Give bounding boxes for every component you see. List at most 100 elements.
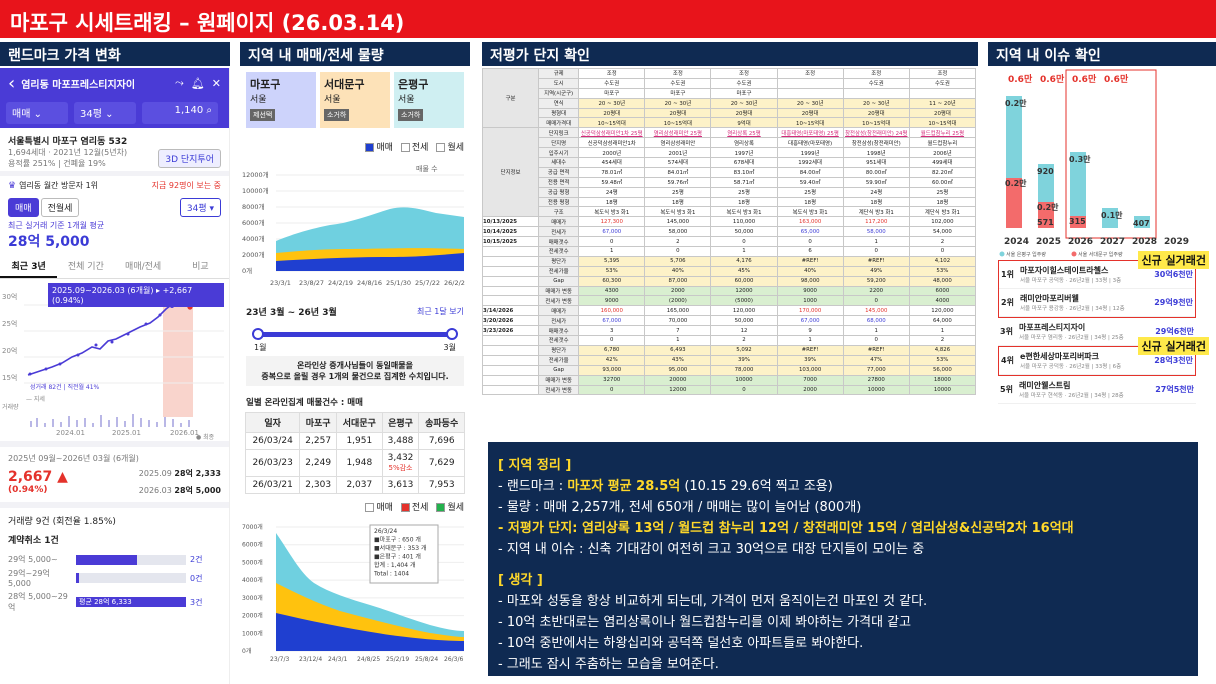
table-header: 마포구	[299, 412, 338, 433]
rank-item[interactable]: 2위 래미안마포리버웰 서울 마포구 용강동 · 26년2월 | 34평 | 12층…	[999, 289, 1195, 317]
legend2-sale[interactable]: 매매	[365, 500, 393, 513]
tab-3years[interactable]: 최근 3년	[0, 255, 58, 278]
table-cell: 11 ~ 20년	[908, 97, 977, 109]
table-cell: 83.10㎡	[710, 166, 778, 178]
row-label: 단지명	[538, 137, 580, 149]
row-label: 매매가 변동	[538, 285, 580, 297]
table-cell: 1998년	[842, 147, 910, 159]
table-cell: 0	[578, 335, 646, 346]
to-date: 2026.03	[138, 486, 172, 495]
date-cell	[482, 295, 540, 307]
legend-wolse[interactable]: 월세	[436, 140, 464, 153]
bell-icon[interactable]: 🔔︎	[190, 76, 205, 90]
change-period: 2025년 09월~2026년 03월 (6개월)	[8, 454, 139, 463]
y-tick: 30억	[2, 293, 17, 301]
y-tick: 3000개	[242, 594, 263, 602]
table-cell: 4,826	[908, 344, 977, 356]
bar-label: 571	[1037, 218, 1054, 227]
table-cell: 3,432 5%감소	[381, 449, 420, 477]
range-label: 23년 3월 ~ 26년 3월	[246, 308, 337, 318]
trade-type-select[interactable]: 매매 ⌄	[6, 102, 68, 124]
slider-right-handle[interactable]	[446, 328, 458, 340]
table-cell[interactable]: 신공덕삼성래미안1차 25평	[578, 127, 646, 139]
legend-jeonse[interactable]: 전세	[400, 140, 428, 153]
thought-line: - 10억 중반에서는 하왕십리와 공덕쪽 덜선호 아파트들로 봐야한다.	[498, 636, 864, 651]
tab-rent[interactable]: 전월세	[40, 198, 80, 217]
table-cell: 4000	[908, 295, 977, 307]
region-card[interactable]: 마포구 서울 제선택	[246, 72, 316, 128]
table-row: 전세가율 42% 43% 39% 39% 47% 53%	[482, 354, 977, 366]
table-cell: 수도권	[842, 77, 910, 89]
table-cell[interactable]: 대흥태영(마포태영) 25평	[776, 127, 844, 139]
table-cell: 59.76㎡	[644, 176, 712, 188]
close-icon[interactable]: ✕	[211, 76, 221, 90]
recent-month-link[interactable]: 최근 1달 보기	[417, 307, 464, 316]
listing-count-button[interactable]: 1,140 ⌕	[142, 102, 218, 124]
dist-bar-fill	[76, 554, 137, 565]
size-select[interactable]: 34평 ▾	[179, 198, 221, 217]
x-tick: 26/3/6	[444, 656, 463, 663]
table-cell: 5,092	[710, 344, 778, 356]
x-tick: 2024.01	[56, 429, 85, 437]
tab-all[interactable]: 전체 기간	[67, 262, 104, 272]
table-cell: 82.20㎡	[908, 166, 977, 178]
region-name: 은평구	[398, 78, 429, 91]
complex-ratio: 용적률 251% | 건폐율 19%	[8, 159, 106, 168]
table-row: 매매가격대 10~15억대 10~15억대 9억대 10~15억대 10~15억대 10~1…	[483, 117, 977, 129]
section-lowprice-title: 저평가 단지 확인	[482, 42, 978, 66]
tab-sale[interactable]: 매매	[8, 198, 39, 217]
table-cell: 6000	[908, 285, 977, 297]
legend-sale[interactable]: 매매	[365, 140, 393, 153]
bar-label: 0.2만	[1005, 98, 1027, 108]
top-label: 0.6만	[1104, 73, 1129, 85]
3d-tour-button[interactable]: 3D 단지투어	[158, 148, 221, 168]
share-icon[interactable]: ⤳	[175, 76, 184, 89]
range-slider[interactable]: 1월 3월	[252, 324, 458, 352]
table-cell[interactable]: 염리삼성래미안 25평	[644, 127, 712, 139]
table-cell: 조정	[842, 68, 910, 79]
tab-sale-rent[interactable]: 매매/전세	[125, 262, 162, 272]
rank-item[interactable]: 5위 래미안웰스트림 서울 마포구 현석동 · 26년2월 | 34평 | 28층 2…	[998, 376, 1196, 404]
region-card[interactable]: 은평구 서울 소거하	[394, 72, 464, 128]
table-cell	[776, 77, 844, 89]
section-supply-title: 지역 내 매매/전세 물량	[240, 42, 470, 66]
slider-left-handle[interactable]	[252, 328, 264, 340]
legend-text: 서울 서대문구 입주량	[1078, 251, 1123, 258]
region-card[interactable]: 서대문구 서울 소거하	[320, 72, 390, 128]
rank-item[interactable]: 3위 마포프레스티지자이 서울 마포구 염리동 · 26년2월 | 34평 | 25…	[998, 318, 1196, 346]
table-cell: 78.01㎡	[578, 166, 646, 178]
table-cell: 마포구	[578, 87, 646, 99]
table-cell[interactable]: 창전삼성(창전래미안) 24평	[842, 127, 910, 139]
dist-label: 28억 5,000~29억	[8, 592, 68, 612]
price-dist-row: 29억~29억 5,000 0건	[8, 568, 221, 588]
table-cell[interactable]: 염리상록 25평	[710, 127, 778, 139]
rank-item[interactable]: 4위 e편한세상마포리버파크 서울 마포구 공덕동 · 26년2월 | 33평 | …	[999, 347, 1195, 375]
table-cell: 2	[908, 335, 977, 346]
summary-issues: - 지역 내 이슈 : 신축 기대감이 여전히 크고 30억으로 대장 단지들이…	[498, 542, 925, 557]
supply-chart-rent: 7000개 6000개 5000개 4000개 3000개 2000개 1000개 0개 23/…	[242, 523, 464, 663]
table-row: 전용 면적 59.48㎡ 59.76㎡ 58.71㎡ 59.40㎡ 59.90㎡ 60.00…	[483, 176, 977, 188]
table-cell[interactable]: 월드컵참누리 25평	[908, 127, 977, 139]
rank-item[interactable]: 1위 마포자이힐스테이트라첼스 서울 마포구 공덕동 · 26년2월 | 33평 |…	[999, 261, 1195, 289]
top-label: 0.6만	[1072, 73, 1097, 85]
table-row: 매매가 변동 32700 20000 10000 7000 27800 18000	[482, 374, 977, 386]
size-dropdown[interactable]: 34평 ⌄	[74, 102, 136, 124]
notice-line: 중복으로 올릴 경우 1개의 물건으로 집계한 수치입니다.	[261, 372, 449, 381]
table-row: 26/03/23 2,249 1,948 3,432 5%감소 7,629	[244, 449, 465, 477]
rank-number: 4위	[1001, 356, 1014, 365]
row-label: 공급 평형	[538, 186, 580, 198]
table-cell: 2,257	[299, 432, 338, 450]
legend2-jeonse[interactable]: 전세	[400, 500, 428, 513]
back-icon[interactable]: ‹	[8, 72, 16, 94]
table-cell: 5,395	[578, 255, 646, 267]
listing-count-table: 일자 마포구 서대문구 은평구 송파등수 26/03/24 2,257 1,951 3,488 7…	[244, 412, 465, 494]
table-cell: 47%	[842, 354, 910, 366]
legend2-wolse[interactable]: 월세	[436, 500, 464, 513]
lowprice-panel: 구분 규제 조정 조정 조정 조정 조정 조정 도시 수도권 수도권 수도권 수도권 수도권 지역(시군구)…	[482, 68, 978, 438]
table-cell: 32700	[578, 374, 646, 386]
table-cell: 1	[842, 325, 910, 337]
date-cell	[482, 384, 540, 396]
table-cell: 수도권	[644, 77, 712, 89]
table-row: 평단가 5,395 5,706 4,176 #REF! #REF! 4,102	[482, 255, 977, 267]
tab-compare[interactable]: 비교	[192, 262, 209, 272]
